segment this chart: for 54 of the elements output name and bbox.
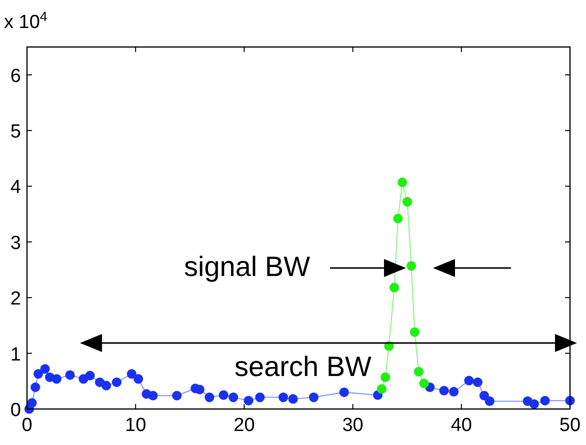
point [406, 261, 416, 271]
point [228, 392, 238, 402]
point [65, 370, 75, 380]
point [52, 374, 62, 384]
y-tick-label: 4 [10, 177, 22, 198]
point [439, 386, 449, 396]
y-tick-label: 5 [10, 122, 21, 143]
point [540, 396, 550, 406]
y-tick-label: 2 [10, 288, 21, 310]
y-tick-label: 3 [10, 232, 21, 254]
point [484, 396, 494, 406]
point [464, 376, 474, 386]
point [204, 392, 214, 402]
point [529, 399, 539, 409]
point [148, 390, 158, 400]
point [40, 364, 50, 374]
point [449, 386, 459, 397]
y-tick-label: 1 [10, 344, 21, 366]
x-tick-label: 20 [234, 415, 255, 436]
point [27, 398, 37, 408]
point [288, 394, 298, 404]
annotation: search BW [234, 351, 372, 382]
point [172, 390, 182, 400]
point [339, 387, 349, 398]
point [244, 396, 254, 406]
x-tick-label: 10 [125, 415, 146, 436]
point [134, 374, 144, 384]
x-tick-label: 30 [342, 415, 364, 436]
point [85, 370, 95, 380]
point [112, 377, 122, 388]
point [389, 282, 400, 292]
point [398, 178, 408, 188]
point [380, 372, 390, 382]
point [33, 369, 44, 379]
point [414, 366, 424, 376]
point [308, 392, 319, 402]
point [419, 378, 429, 388]
point [472, 377, 482, 388]
point [30, 382, 40, 392]
point [218, 390, 228, 400]
point [278, 392, 288, 402]
y-tick-label: 0 [10, 400, 21, 421]
point [255, 392, 265, 402]
y-tick-label: 6 [10, 66, 21, 87]
point [393, 214, 403, 224]
x-tick-label: 40 [450, 415, 472, 436]
point [126, 369, 136, 379]
point [410, 327, 420, 337]
annotation: signal BW [184, 251, 311, 282]
point [101, 380, 112, 390]
point [402, 197, 412, 207]
x-tick-label: 50 [559, 415, 581, 436]
point [376, 384, 386, 394]
y-axis-title: x 10$^{4}$ [4, 8, 48, 33]
